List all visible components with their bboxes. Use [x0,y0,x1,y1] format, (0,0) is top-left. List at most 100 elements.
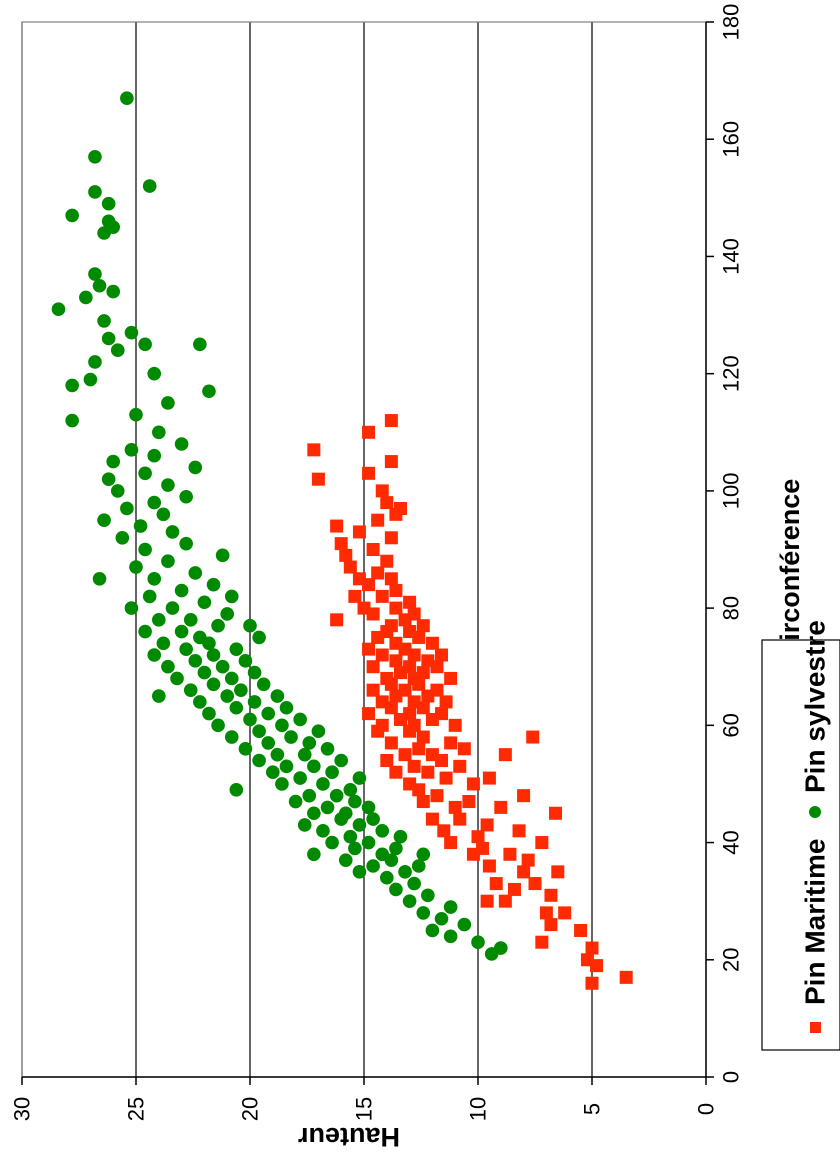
data-point [316,824,330,838]
data-point [156,636,171,651]
data-point [453,759,467,773]
data-point [124,443,139,457]
data-point [88,355,102,369]
data-point [416,730,430,744]
data-point [152,613,166,627]
data-point [444,671,458,685]
data-point [51,302,66,316]
data-point [371,513,385,527]
data-point [439,771,453,785]
data-point [234,683,248,697]
y-tick-label: 30 [10,1097,35,1121]
y-tick-label: 20 [238,1097,263,1121]
data-point [165,525,180,539]
data-point [266,765,280,780]
data-point [444,736,458,750]
data-point [380,554,394,568]
data-point [407,695,421,709]
data-point [389,765,403,779]
data-point [393,501,407,515]
data-point [338,806,353,821]
data-point [371,566,385,580]
data-point [156,507,171,522]
data-point [366,660,380,674]
data-point [403,595,417,609]
data-point [165,601,180,615]
data-point [183,683,198,697]
data-point [544,918,558,932]
data-point [224,730,239,744]
data-point [521,853,535,867]
data-point [311,724,326,738]
data-point [366,683,380,697]
data-point [375,824,390,838]
data-point [270,689,285,703]
x-tick-label: 120 [719,355,744,392]
x-tick-label: 80 [719,596,744,620]
data-point [444,836,458,850]
data-point [466,777,480,791]
data-point [462,795,476,809]
data-point [307,806,321,821]
data-point [320,800,335,815]
data-point [471,830,485,844]
data-point [352,771,367,785]
data-point [366,859,380,873]
data-point [138,466,152,481]
series-pin-sylvestre [51,91,508,961]
data-point [389,882,403,897]
data-point [188,566,203,580]
data-point [535,836,549,850]
data-point [343,783,358,797]
legend-label-pin-sylvestre: Pin sylvestre [800,620,831,793]
data-point [65,413,79,428]
data-point [197,595,212,610]
data-point [362,466,376,480]
data-point [220,689,234,703]
data-point [252,724,266,738]
x-tick-label: 20 [719,948,744,972]
data-point [88,185,102,199]
data-point [375,847,390,862]
data-point [416,666,430,680]
data-point [352,572,366,586]
data-point [183,613,198,627]
data-point [288,794,303,809]
data-point [380,870,394,885]
data-point [92,278,107,293]
data-point [229,642,244,656]
data-point [179,642,193,656]
data-point [437,824,451,838]
data-point [348,794,362,809]
data-point [307,443,321,457]
data-point [110,343,125,358]
data-point [430,789,444,803]
data-point [120,501,134,516]
data-point [352,865,367,879]
data-point [252,630,266,645]
data-point [517,789,531,803]
data-point [434,911,449,926]
x-tick-label: 160 [719,121,744,158]
data-point [403,660,417,674]
data-point [512,824,526,838]
data-point [389,841,403,856]
data-point [174,437,189,451]
data-point [498,748,512,762]
data-point [389,584,403,598]
data-point [152,425,166,440]
data-point [498,894,512,908]
y-tick-label: 0 [694,1103,719,1115]
data-point [197,665,212,680]
data-point [338,853,353,867]
data-point [101,331,116,346]
data-point [311,472,325,486]
data-point [261,706,276,721]
data-point [142,589,157,604]
data-point [88,150,102,164]
legend-marker-pin-maritime [810,1022,821,1033]
data-point [275,777,289,791]
data-point [220,607,234,621]
data-point [193,337,207,352]
data-point [65,208,79,223]
